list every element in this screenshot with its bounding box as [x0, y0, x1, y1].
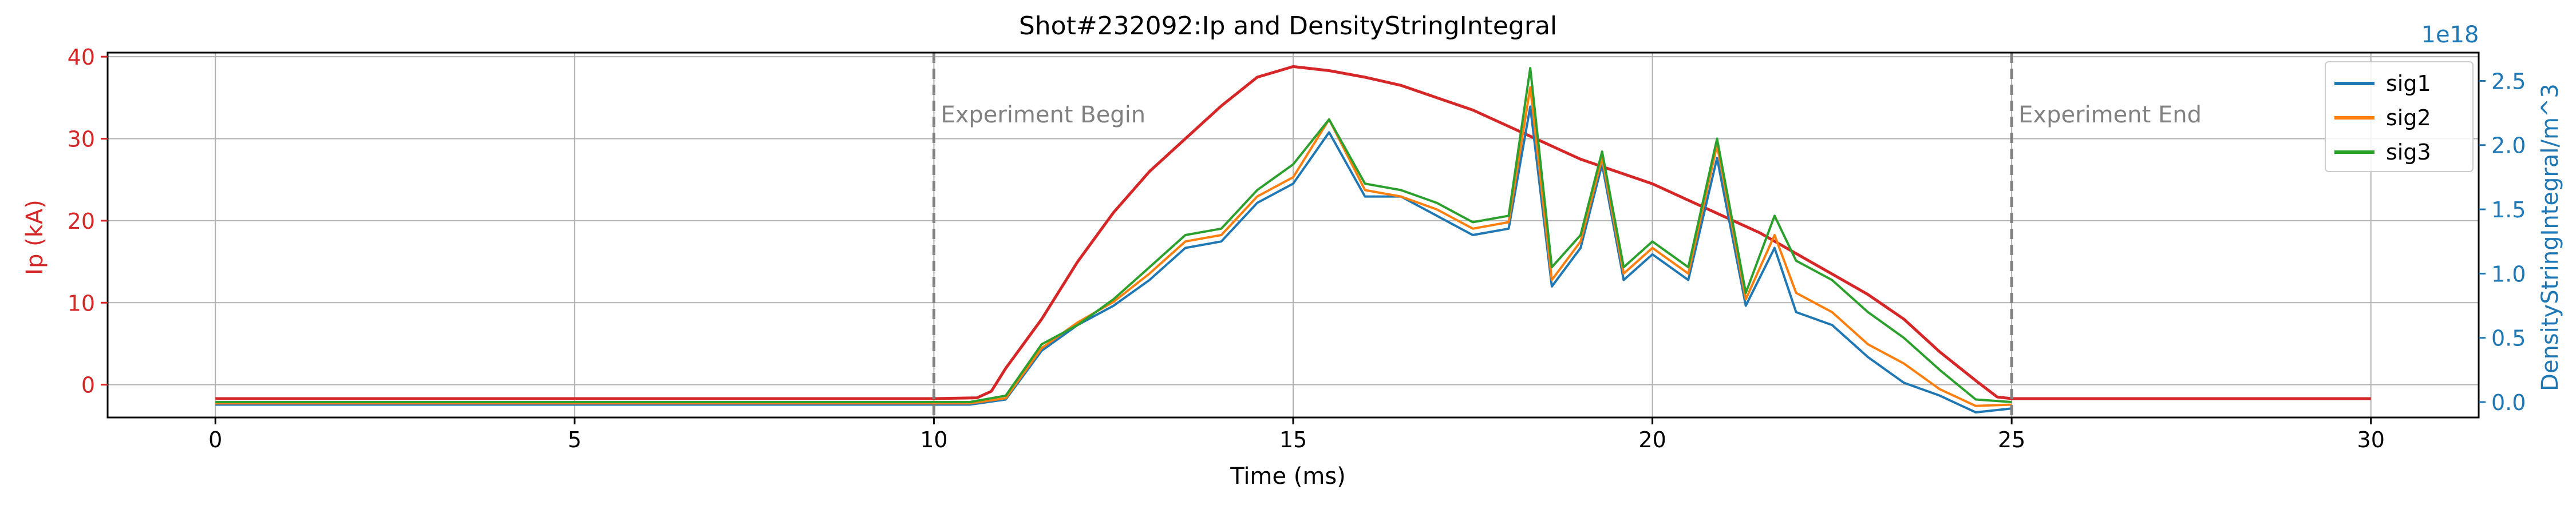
annotation-label: Experiment End [2018, 102, 2202, 128]
grid [108, 53, 2479, 417]
x-tick-label: 0 [208, 427, 222, 452]
x-axis-label: Time (ms) [1230, 463, 1346, 490]
annotation-label: Experiment Begin [941, 102, 1145, 128]
sig3-series-line [215, 67, 2012, 403]
y-left-tick-label: 40 [68, 45, 95, 70]
legend-box [2325, 61, 2474, 172]
y-right-tick-label: 2.5 [2491, 69, 2526, 94]
y-left-tick-label: 10 [68, 291, 95, 316]
x-tick-label: 10 [920, 427, 947, 452]
y-right-tick-label: 2.0 [2491, 133, 2526, 158]
chart-title: Shot#232092:Ip and DensityStringIntegral [1019, 11, 1557, 41]
annotations: Experiment Begin Experiment End [932, 53, 2202, 417]
sig1-series-line [215, 105, 2012, 413]
series-lines [215, 65, 2371, 413]
sig2-legend-label: sig2 [2386, 105, 2431, 130]
ip-series-line [215, 65, 2371, 400]
x-tick-label: 20 [1638, 427, 1666, 452]
sig3-legend-label: sig3 [2386, 140, 2431, 165]
x-tick-label: 5 [568, 427, 582, 452]
x-tick-label: 25 [1998, 427, 2025, 452]
y-left-tick-label: 0 [81, 373, 95, 398]
legend: sig1 sig2 sig3 [2325, 61, 2474, 172]
y-right-tick-label: 1.0 [2491, 261, 2526, 287]
y-axis-right-label: DensityStringIntegral/m^3 [2537, 83, 2563, 391]
x-tick-label: 15 [1279, 427, 1307, 452]
y-axis-left-label: Ip (kA) [22, 200, 48, 275]
y-left-tick-label: 30 [68, 127, 95, 152]
y-right-tick-label: 1.5 [2491, 197, 2526, 222]
y-right-tick-label: 0.0 [2491, 390, 2526, 415]
x-tick-label: 30 [2357, 427, 2385, 452]
axes: 0 5 10 15 20 25 30 0 10 20 30 40 0.0 0.5 1.0 1.5 2.0 2.5 [68, 45, 2526, 452]
sig2-series-line [215, 86, 2012, 407]
y-left-tick-label: 20 [68, 209, 95, 234]
y-right-tick-label: 0.5 [2491, 326, 2526, 351]
sig1-legend-label: sig1 [2386, 71, 2431, 96]
right-axis-multiplier: 1e18 [2421, 22, 2479, 48]
